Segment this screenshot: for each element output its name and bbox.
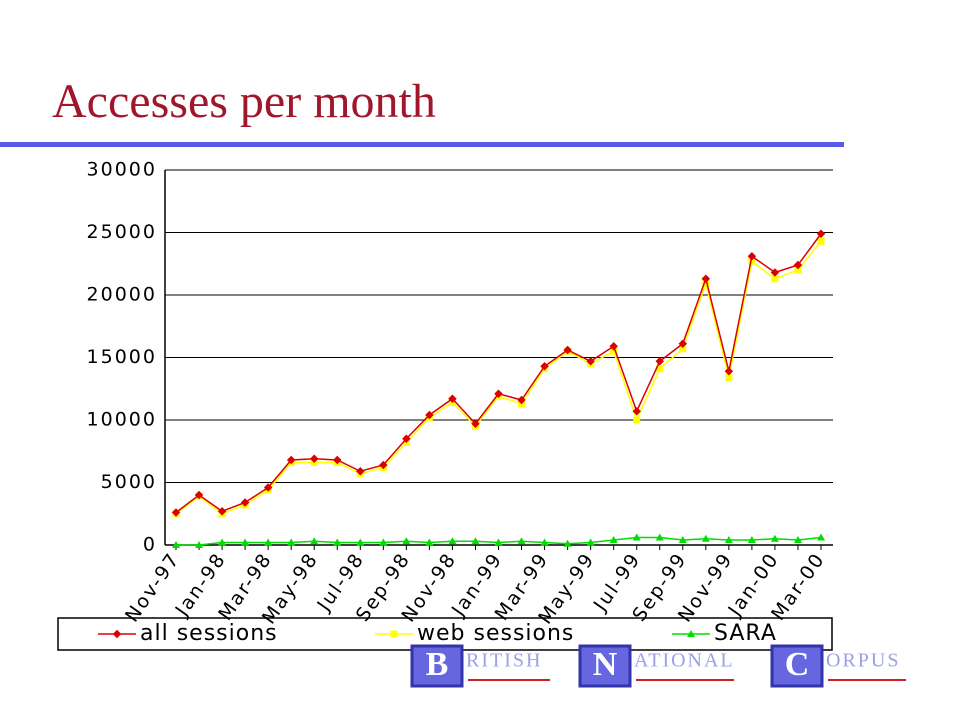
point <box>609 342 618 351</box>
point <box>586 538 595 546</box>
point <box>633 416 641 424</box>
point <box>540 362 549 371</box>
point <box>425 410 434 420</box>
point <box>702 280 710 288</box>
point <box>264 538 273 546</box>
point <box>770 534 779 542</box>
legend-marker <box>112 629 122 639</box>
legend-marker <box>687 630 695 637</box>
point <box>379 460 388 470</box>
point <box>701 534 710 542</box>
point <box>172 541 180 548</box>
chart-title: Accesses per month <box>52 75 436 128</box>
point <box>356 467 365 476</box>
point <box>563 539 572 547</box>
logo-letter: N <box>593 646 618 683</box>
point <box>770 268 780 277</box>
y-tick-label: 5000 <box>101 471 157 493</box>
point <box>494 389 503 398</box>
y-tick-label: 0 <box>143 534 157 556</box>
point <box>793 536 802 543</box>
legend-label: SARA <box>714 621 777 646</box>
point <box>655 357 664 366</box>
point <box>701 274 711 283</box>
point <box>540 538 549 546</box>
point <box>241 538 250 546</box>
point <box>679 345 687 353</box>
point <box>471 419 480 428</box>
point <box>333 538 342 546</box>
point <box>771 275 779 283</box>
point <box>563 345 572 355</box>
y-tick-label: 20000 <box>87 284 157 306</box>
y-tick-label: 10000 <box>87 409 157 431</box>
point <box>817 237 825 245</box>
point <box>194 490 204 500</box>
logo-letter: B <box>426 646 449 683</box>
point <box>263 483 273 492</box>
point <box>218 538 227 546</box>
point <box>240 498 250 507</box>
legend-label: web sessions <box>417 621 574 646</box>
point <box>471 537 480 545</box>
point <box>448 537 457 545</box>
point <box>287 538 296 546</box>
point <box>817 533 825 541</box>
point <box>678 339 688 348</box>
point <box>517 537 526 545</box>
point <box>586 357 595 366</box>
legend-marker <box>390 630 398 638</box>
point <box>724 367 734 376</box>
point <box>794 266 802 274</box>
logo-box <box>410 644 464 688</box>
point <box>309 454 319 463</box>
logo-letter: C <box>785 646 810 683</box>
logo: B N C RITISH ATIONAL ORPUS <box>410 644 906 688</box>
point <box>656 365 664 373</box>
y-tick-label: 25000 <box>87 221 157 243</box>
point <box>356 538 365 546</box>
point <box>724 536 733 543</box>
point <box>494 538 503 546</box>
point <box>333 455 342 465</box>
point <box>310 537 319 545</box>
y-tick-label: 30000 <box>87 159 157 181</box>
point <box>448 394 457 403</box>
point <box>425 538 434 546</box>
logo-box <box>578 644 632 688</box>
legend-label: all sessions <box>140 621 278 646</box>
point <box>402 537 411 545</box>
y-tick-label: 15000 <box>87 346 157 368</box>
point <box>725 374 733 381</box>
point <box>793 260 803 270</box>
point <box>632 533 641 541</box>
logo-word: ATIONAL <box>634 650 735 672</box>
point <box>655 533 664 541</box>
title-rule <box>0 142 844 147</box>
point <box>678 536 687 543</box>
logo-box <box>770 644 824 688</box>
point <box>517 395 526 405</box>
point <box>748 257 756 265</box>
series-line <box>175 233 822 514</box>
point <box>610 347 618 355</box>
x-tick-label: Nov-97 <box>121 548 185 626</box>
point <box>402 434 411 443</box>
point <box>286 455 296 465</box>
point <box>379 538 388 546</box>
point <box>632 407 641 416</box>
point <box>609 536 618 543</box>
series-line <box>175 240 822 515</box>
logo-word: RITISH <box>466 650 542 672</box>
logo-word: ORPUS <box>826 650 900 672</box>
point <box>747 536 756 543</box>
point <box>195 541 204 548</box>
